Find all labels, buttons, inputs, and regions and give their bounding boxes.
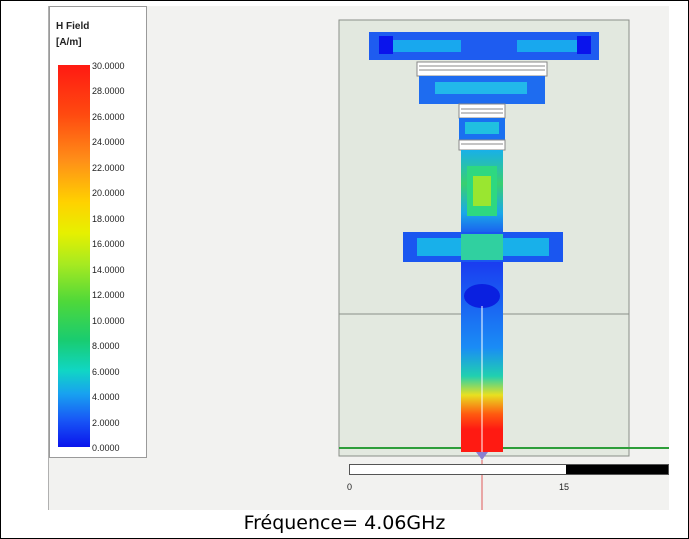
- legend-tick-label: 22.0000: [92, 162, 125, 173]
- legend-tick-label: 28.0000: [92, 86, 125, 97]
- scale-bar: [349, 464, 669, 475]
- legend-tick-label: 30.0000: [92, 61, 125, 71]
- legend-unit: [A/m]: [56, 37, 82, 48]
- legend-tick-label: 4.0000: [92, 392, 120, 403]
- legend-tick-label: 12.0000: [92, 290, 125, 301]
- simulation-viewport[interactable]: H Field [A/m] 30.0000 28.0000 26.0000 24.00…: [48, 6, 669, 510]
- port-marker: [476, 452, 488, 460]
- antenna-field-plot: [338, 19, 669, 510]
- scale-start-label: 0: [347, 482, 353, 492]
- legend-tick-label: 20.0000: [92, 188, 125, 199]
- legend-tick-label: 24.0000: [92, 137, 125, 148]
- legend-title: H Field: [56, 21, 90, 32]
- legend-tick-label: 2.0000: [92, 417, 120, 428]
- legend-tick-label: 6.0000: [92, 366, 120, 377]
- legend-tick-label: 18.0000: [92, 213, 125, 224]
- scale-mid-label: 15: [559, 482, 570, 492]
- legend-tick-label: 16.0000: [92, 239, 125, 250]
- frequency-caption: Fréquence= 4.06GHz: [243, 512, 446, 534]
- field-legend: H Field [A/m] 30.0000 28.0000 26.0000 24.00…: [49, 6, 147, 458]
- legend-colorbar: [58, 65, 90, 447]
- legend-tick-label: 8.0000: [92, 341, 120, 352]
- legend-tick-label: 10.0000: [92, 315, 125, 326]
- legend-tick-label: 26.0000: [92, 111, 125, 122]
- legend-tick-label: 0.0000: [92, 443, 120, 453]
- legend-tick-label: 14.0000: [92, 264, 125, 275]
- second-patch: [416, 61, 548, 77]
